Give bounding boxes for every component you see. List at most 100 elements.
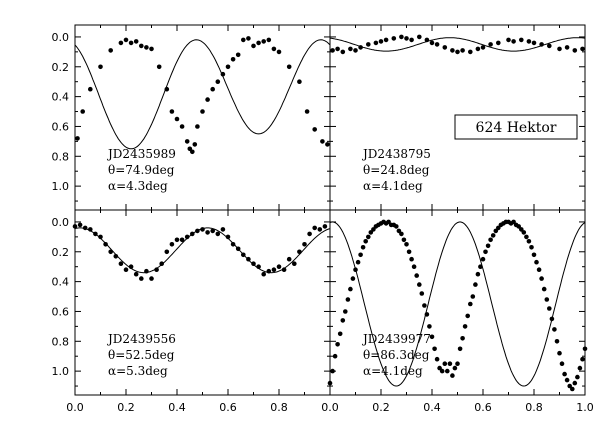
data-point — [488, 42, 493, 47]
data-point — [524, 234, 529, 240]
y-tick-label: 0.0 — [52, 31, 70, 44]
data-point — [205, 97, 210, 102]
data-point — [330, 48, 335, 53]
data-point — [373, 40, 379, 46]
data-point — [205, 230, 210, 235]
data-point — [580, 356, 585, 362]
data-point — [470, 294, 476, 299]
data-point — [531, 252, 537, 258]
data-point — [368, 230, 374, 235]
data-point — [552, 327, 557, 332]
panel-theta-label: θ=52.5deg — [108, 348, 175, 362]
data-point — [304, 109, 310, 114]
data-point — [462, 324, 468, 329]
x-tick-label: 0.2 — [117, 401, 135, 414]
data-point — [429, 40, 435, 46]
data-point — [429, 334, 435, 340]
data-point — [386, 219, 391, 225]
data-point — [465, 313, 471, 319]
data-point — [526, 239, 532, 244]
data-point — [485, 243, 491, 249]
data-point — [164, 249, 170, 255]
data-point — [184, 234, 190, 240]
data-point — [235, 246, 241, 252]
data-point — [437, 365, 442, 371]
data-point — [406, 249, 412, 255]
data-point — [292, 261, 297, 267]
data-point — [564, 45, 570, 50]
data-point — [366, 42, 371, 47]
data-point — [312, 127, 318, 132]
data-point — [521, 230, 527, 235]
data-point — [80, 109, 85, 114]
data-point — [149, 276, 154, 281]
data-point — [169, 109, 175, 114]
data-point — [422, 303, 427, 308]
data-point — [322, 224, 328, 229]
data-point — [360, 245, 366, 250]
data-point — [103, 242, 108, 247]
data-point — [475, 46, 481, 52]
panel-top-right: JD2438795 θ=24.8deg α=4.1deg — [329, 24, 586, 211]
data-point — [266, 37, 272, 43]
data-point — [266, 268, 272, 274]
data-point — [559, 361, 565, 367]
data-point — [335, 46, 340, 52]
data-point — [307, 231, 312, 237]
data-point — [450, 373, 455, 378]
data-point — [246, 36, 251, 41]
data-point — [276, 264, 282, 270]
data-point — [447, 361, 453, 367]
data-point — [340, 49, 346, 55]
data-point — [215, 231, 221, 237]
data-point — [419, 291, 425, 296]
data-point — [225, 64, 231, 70]
data-point — [230, 242, 236, 247]
data-point — [190, 149, 195, 155]
data-point — [174, 237, 180, 243]
data-point — [378, 39, 384, 44]
data-points — [330, 34, 585, 55]
data-point — [118, 40, 124, 46]
data-point — [179, 237, 185, 243]
data-point — [348, 286, 353, 292]
panel-jd-label: JD2438795 — [361, 147, 431, 161]
data-points — [327, 219, 588, 392]
data-point — [133, 271, 139, 277]
data-point — [133, 39, 139, 44]
data-point — [480, 256, 486, 262]
panel-top-left: JD2435989 θ=74.9deg α=4.3deg — [74, 24, 331, 211]
y-tick-label: 0.4 — [52, 91, 70, 104]
data-point — [506, 37, 511, 43]
y-tick-label: 1.0 — [52, 365, 70, 378]
data-point — [343, 309, 348, 314]
x-tick-label: 0.6 — [219, 401, 237, 414]
x-tick-label: 0.4 — [168, 401, 186, 414]
data-point — [404, 242, 409, 247]
data-point — [230, 57, 236, 62]
data-point — [445, 368, 450, 374]
data-point — [483, 249, 488, 255]
data-point — [337, 331, 343, 337]
data-point — [358, 45, 363, 50]
panel-jd-label: JD2439977 — [361, 332, 431, 346]
data-point — [297, 79, 302, 84]
data-point — [409, 256, 414, 262]
data-point — [554, 339, 560, 344]
data-point — [353, 48, 358, 53]
data-point — [562, 371, 567, 377]
data-point — [340, 318, 346, 323]
data-point — [557, 46, 562, 52]
data-point — [256, 40, 261, 46]
panel-theta-label: θ=24.8deg — [363, 163, 430, 177]
data-point — [139, 43, 144, 49]
data-point — [488, 237, 493, 243]
panel-ticks — [329, 25, 586, 210]
data-point — [144, 268, 149, 274]
data-point — [547, 43, 552, 49]
data-point — [439, 368, 445, 374]
data-point — [118, 261, 124, 267]
data-point — [297, 249, 302, 255]
data-point — [332, 353, 338, 359]
data-point — [77, 222, 83, 228]
